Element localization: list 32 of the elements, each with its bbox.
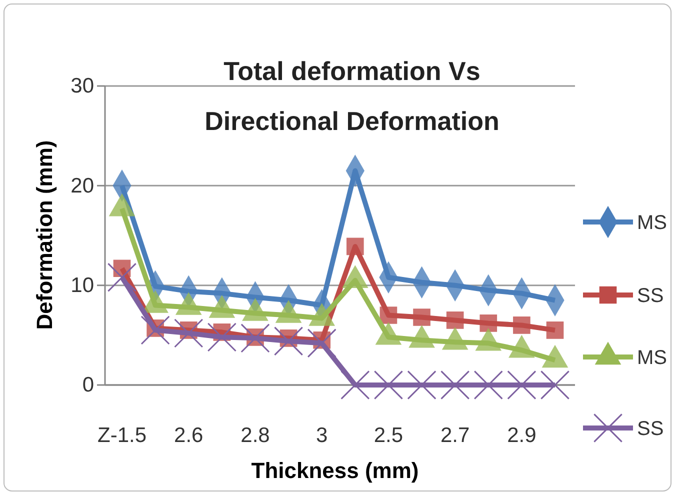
x-axis-title: Thickness (mm) [251,458,419,483]
y-tick-label: 10 [70,274,94,298]
point [440,370,470,400]
legend-label: SS [637,285,664,307]
y-tick-label: 20 [70,174,94,198]
point [207,322,236,352]
x-tick-label: 2.9 [507,424,536,447]
legend-label: SS [637,418,664,440]
point [307,328,336,358]
point [474,370,503,400]
point [407,370,436,400]
chart-title: Total deformation Vs Directional Deformation [204,56,500,136]
point [107,262,137,292]
point [140,316,170,345]
point [240,324,270,353]
x-tick-label: 2.5 [374,424,404,447]
y-axis-title: Deformation (mm) [32,140,57,330]
point [274,326,304,356]
x-tick-label: 2.8 [240,424,270,447]
point [340,370,370,400]
y-tick-label: 30 [70,74,94,98]
legend-label: MS [637,212,667,234]
x-tick-label: 3 [316,424,328,447]
y-tick-label: 0 [82,374,94,397]
point [174,318,204,348]
point [374,370,404,400]
legend-label: MS [637,347,667,369]
x-tick-label: Z-1.5 [97,424,147,447]
point [507,370,536,400]
x-tick-label: 2.6 [174,424,204,447]
point [540,370,570,400]
x-tick-label: 2.7 [440,424,470,447]
